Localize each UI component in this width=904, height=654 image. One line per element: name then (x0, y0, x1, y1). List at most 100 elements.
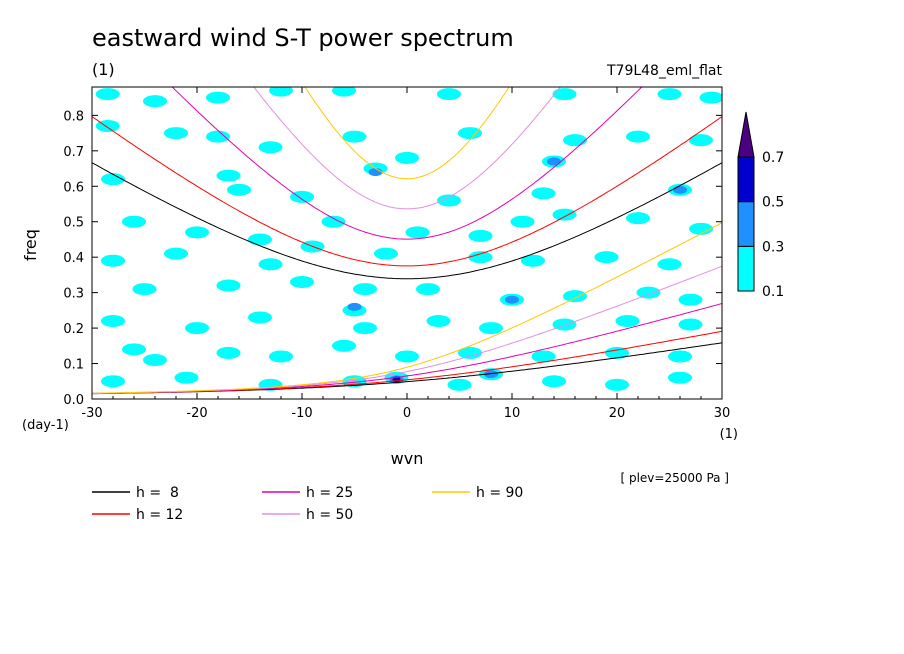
power-patch (101, 315, 125, 327)
power-patch (353, 283, 377, 296)
power-patch (673, 185, 687, 194)
power-patch (484, 370, 498, 379)
power-patch (269, 350, 293, 363)
power-patch (468, 229, 493, 242)
power-patch (321, 215, 346, 228)
colorbar: 0.1 0.3 0.5 0.7 (737, 111, 784, 300)
power-patch (531, 187, 556, 200)
x-tick-label: -20 (186, 406, 207, 421)
curve-legend: h = 8 h = 12 h = 25 h = 50 h = 90 (92, 485, 523, 523)
power-patch (405, 226, 430, 239)
x-tick-label: -10 (291, 406, 312, 421)
power-patch (248, 233, 272, 246)
power-patch (605, 378, 629, 391)
power-patch (510, 215, 535, 228)
legend-label: h = 12 (136, 507, 183, 523)
power-patch (458, 127, 482, 140)
ig-curve-h12 (92, 116, 722, 267)
power-patch (101, 375, 125, 388)
ig-curve-h50 (253, 87, 561, 210)
y-tick-label: 0.2 (63, 322, 84, 337)
power-patch (143, 354, 167, 366)
y-tick-label: 0.8 (63, 109, 84, 124)
power-patch (699, 91, 722, 104)
colorbar-swatch (737, 245, 755, 292)
power-patch (657, 258, 682, 271)
power-patch (332, 339, 356, 352)
power-patch (531, 350, 556, 363)
title-unit: (1) (92, 60, 115, 79)
power-patch (206, 130, 230, 143)
power-patch (657, 88, 682, 101)
power-patch (605, 346, 629, 359)
power-patch (437, 194, 461, 207)
legend-label: h = 8 (136, 485, 179, 501)
y-tick-label: 0.4 (63, 251, 84, 266)
pressure-level-note: [ plev=25000 Pa ] (620, 471, 729, 485)
y-axis-label: freq (21, 229, 40, 261)
power-patch (248, 311, 272, 324)
colorbar-label: 0.5 (762, 195, 784, 211)
colorbar-label: 0.1 (762, 284, 784, 300)
power-patch (552, 88, 577, 101)
y-axis-unit: (day-1) (22, 418, 69, 433)
power-patch (447, 378, 472, 391)
colorbar-swatch (737, 156, 755, 203)
power-patch (227, 183, 251, 196)
power-patch (678, 293, 703, 306)
colorbar-arrow (737, 111, 755, 158)
colorbar-swatch (737, 201, 755, 247)
power-patch (615, 315, 640, 327)
power-patch (290, 190, 314, 203)
power-patch (668, 350, 692, 363)
y-tick-label: 0.7 (63, 145, 84, 160)
x-tick-label: 20 (609, 406, 626, 421)
x-tick-label: 0 (403, 406, 411, 421)
power-patch (626, 212, 650, 225)
power-patch (521, 254, 545, 267)
ig-curve-h25 (171, 87, 643, 240)
power-patch (206, 91, 230, 104)
power-patch (269, 87, 293, 97)
power-patch (122, 215, 146, 228)
dispersion-curves (92, 87, 722, 395)
power-patch (458, 346, 482, 359)
experiment-label: T79L48_eml_flat (606, 63, 723, 79)
power-patch (332, 87, 356, 97)
x-axis-label: wvn (391, 449, 424, 468)
power-patch (342, 130, 367, 143)
legend-label: h = 90 (476, 485, 523, 501)
power-patch (164, 127, 188, 140)
power-patch (668, 371, 692, 384)
power-patch (547, 157, 561, 166)
power-patch (594, 251, 619, 264)
legend-label: h = 50 (306, 507, 353, 523)
power-patch (437, 88, 461, 101)
axes: -30 -20 -10 0 10 20 30 0.0 0.1 0.2 0.3 0.4 0.5 0.6 0.7… (63, 87, 730, 421)
power-patch (185, 322, 209, 335)
power-patch (216, 169, 241, 182)
power-patch (216, 279, 241, 292)
power-patch (552, 208, 577, 221)
x-tick-label: 30 (714, 406, 731, 421)
colorbar-label: 0.3 (762, 239, 784, 255)
x-tick-label: -30 (81, 406, 102, 421)
power-patch (174, 371, 199, 384)
power-patch (353, 322, 377, 335)
x-tick-label: 10 (504, 406, 521, 421)
power-patch (101, 173, 125, 186)
ig-curve-h90 (304, 87, 510, 180)
power-patch (563, 134, 587, 147)
power-patch (164, 247, 188, 260)
chart-title: eastward wind S-T power spectrum (92, 24, 514, 52)
power-patch (122, 343, 146, 356)
power-patch (552, 318, 577, 331)
power-patch (368, 168, 383, 177)
power-patch (216, 346, 241, 359)
power-patch (395, 350, 419, 363)
y-tick-label: 0.5 (63, 216, 84, 231)
y-tick-label: 0.1 (63, 358, 84, 373)
mrg-curve-h90 (92, 222, 722, 394)
power-patch (258, 141, 283, 154)
